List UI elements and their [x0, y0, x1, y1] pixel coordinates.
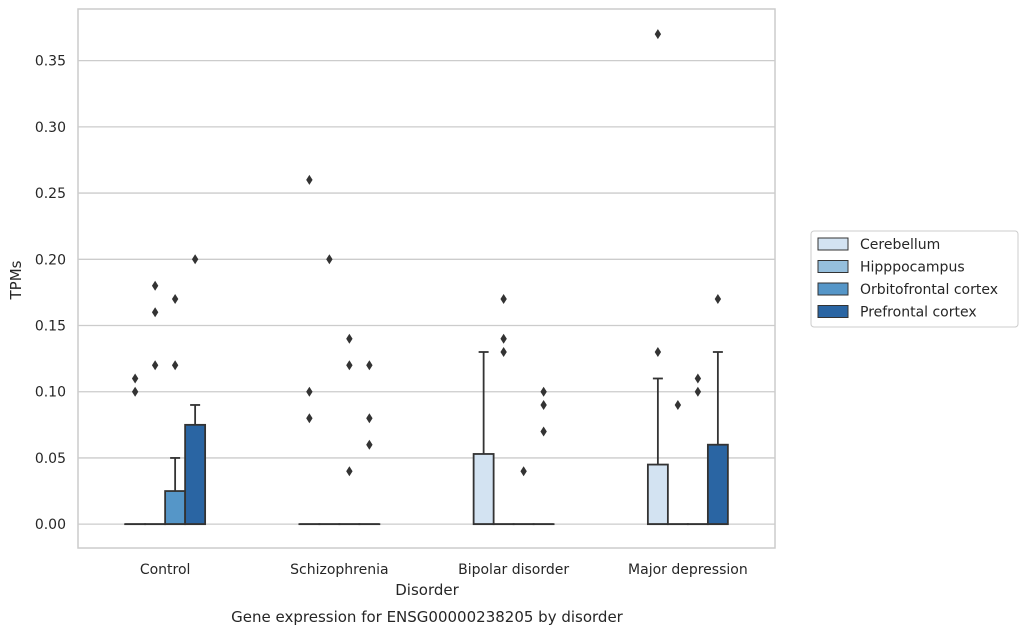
outlier-point: [366, 439, 373, 450]
outlier-point: [151, 360, 159, 371]
outlier-point: [306, 386, 313, 397]
outlier-point: [171, 294, 179, 305]
outlier-point: [694, 373, 702, 384]
legend: Cerebellum Hipppocampus Orbitofrontal cort…: [810, 230, 1019, 328]
x-tick-label: Schizophrenia: [290, 562, 388, 578]
outlier-point: [674, 399, 682, 410]
outlier-point: [714, 294, 722, 305]
legend-swatch: [817, 305, 849, 318]
outlier-point: [306, 413, 313, 424]
y-tick-label: 0.05: [35, 451, 66, 467]
outlier-point: [500, 294, 507, 305]
outlier-point: [306, 174, 313, 185]
outlier-point: [540, 399, 547, 410]
outlier-point: [191, 254, 199, 265]
legend-box: [810, 230, 1019, 328]
outlier-point: [151, 280, 159, 291]
x-tick-label: Control: [140, 562, 191, 578]
outlier-point: [346, 466, 353, 477]
outlier-points: [131, 29, 722, 477]
box-body: [646, 463, 669, 526]
outlier-point: [171, 360, 179, 371]
box-prefrontal-cortex: [706, 351, 729, 526]
outlier-point: [520, 466, 527, 477]
y-tick-label: 0.30: [35, 120, 66, 136]
box-cerebellum: [646, 377, 669, 526]
legend-swatch: [817, 282, 849, 296]
outlier-point: [326, 254, 333, 265]
outlier-point: [540, 426, 547, 437]
outlier-point: [151, 307, 159, 318]
legend-swatch: [817, 260, 849, 273]
y-tick-label: 0.15: [35, 319, 66, 335]
outlier-point: [694, 386, 702, 397]
legend-label: Hipppocampus: [860, 260, 965, 276]
legend-swatch: [817, 237, 849, 251]
outlier-point: [500, 333, 507, 344]
y-tick-label: 0.20: [35, 252, 66, 268]
y-tick-label: 0.35: [35, 54, 66, 70]
box-body: [706, 443, 729, 526]
outlier-point: [654, 29, 662, 40]
box-body: [164, 490, 187, 526]
outlier-point: [366, 360, 373, 371]
outlier-point: [500, 347, 507, 357]
outlier-point: [366, 413, 373, 424]
outlier-point: [131, 386, 139, 397]
legend-label: Cerebellum: [860, 237, 940, 253]
outlier-point: [346, 333, 353, 344]
box-body: [184, 423, 207, 526]
grid-lines: [78, 59, 775, 525]
outlier-point: [346, 360, 353, 371]
plot-frame: [77, 8, 776, 549]
y-tick-labels: 0.00 0.05 0.10 0.15 0.20 0.25 0.30 0.35: [35, 54, 66, 534]
chart-caption: Gene expression for ENSG00000238205 by d…: [231, 608, 624, 626]
box-prefrontal-cortex: [184, 404, 207, 526]
outlier-point: [654, 347, 662, 357]
y-axis-label: TPMs: [7, 260, 25, 300]
legend-label: Orbitofrontal cortex: [860, 282, 998, 298]
box-cerebellum: [472, 351, 495, 526]
x-tick-label: Bipolar disorder: [458, 562, 569, 578]
x-tick-label: Major depression: [628, 562, 748, 578]
x-tick-labels: Control Schizophrenia Bipolar disorder Majo…: [140, 562, 748, 578]
box-orbitofrontal-cortex: [164, 457, 187, 526]
x-axis-label: Disorder: [395, 581, 459, 599]
boxes: [124, 351, 729, 526]
legend-label: Prefrontal cortex: [860, 305, 977, 321]
outlier-point: [540, 386, 547, 397]
outlier-point: [131, 373, 139, 384]
box-body: [472, 453, 495, 526]
y-tick-label: 0.00: [35, 517, 66, 533]
y-tick-label: 0.10: [35, 385, 66, 401]
y-tick-label: 0.25: [35, 186, 66, 202]
